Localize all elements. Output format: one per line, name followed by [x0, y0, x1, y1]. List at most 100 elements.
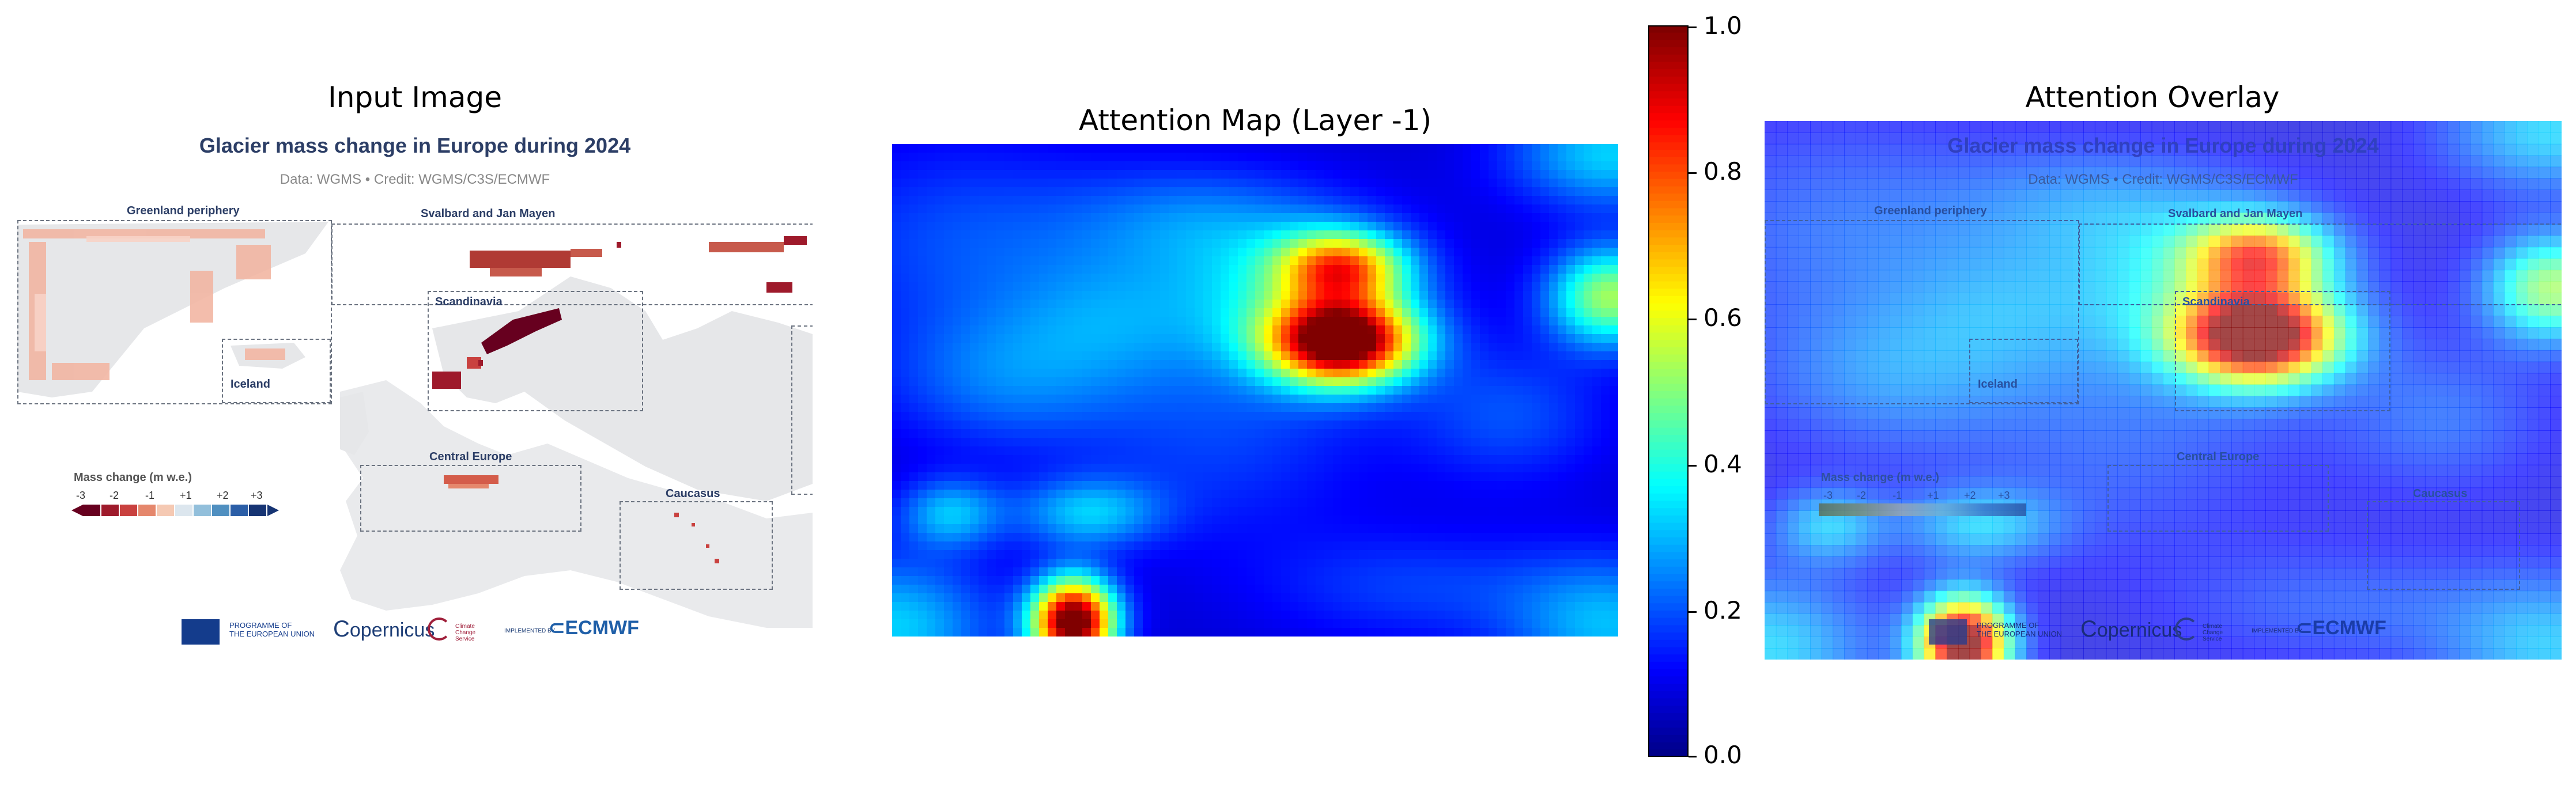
- heatmap-cell: [1030, 490, 1040, 499]
- heatmap-cell: [1238, 222, 1247, 231]
- heatmap-cell: [1013, 498, 1022, 507]
- heatmap-cell: [1074, 239, 1083, 248]
- heatmap-cell: [1290, 550, 1299, 559]
- heatmap-cell: [1298, 559, 1308, 568]
- heatmap-cell: [1601, 213, 1610, 222]
- heatmap-cell: [1480, 239, 1489, 248]
- heatmap-cell: [1169, 179, 1178, 188]
- heatmap-cell: [1497, 611, 1506, 620]
- heatmap-cell: [1437, 187, 1446, 196]
- heatmap-cell: [1393, 369, 1403, 378]
- heatmap-cell: [1100, 611, 1109, 620]
- heatmap-cell: [987, 300, 996, 309]
- heatmap-cell: [1307, 196, 1316, 205]
- heatmap-cell: [987, 611, 996, 620]
- heatmap-cell: [1272, 213, 1282, 222]
- heatmap-cell: [1393, 204, 1403, 214]
- heatmap-cell: [1272, 541, 1282, 551]
- heatmap-cell: [1549, 429, 1558, 438]
- heatmap-cell: [1558, 567, 1567, 577]
- heatmap-cell: [1195, 308, 1204, 317]
- heatmap-cell: [1445, 507, 1455, 516]
- heatmap-cell: [1169, 429, 1178, 438]
- heatmap-cell: [987, 472, 996, 482]
- heatmap-cell: [1316, 429, 1325, 438]
- heatmap-cell: [1255, 403, 1264, 412]
- legend-swatch: [231, 505, 248, 516]
- colorbar-segment: [1648, 684, 1689, 692]
- heatmap-cell: [892, 282, 901, 291]
- heatmap-cell: [1471, 533, 1480, 542]
- heatmap-cell: [1471, 360, 1480, 369]
- heatmap-cell: [1385, 498, 1394, 507]
- heatmap-cell: [1169, 386, 1178, 395]
- heatmap-cell: [1290, 628, 1299, 637]
- heatmap-cell: [987, 369, 996, 378]
- heatmap-cell: [1091, 256, 1100, 266]
- heatmap-cell: [1316, 351, 1325, 361]
- heatmap-cell: [1532, 395, 1541, 404]
- heatmap-cell: [1402, 239, 1411, 248]
- heatmap-cell: [1419, 213, 1429, 222]
- heatmap-cell: [1454, 593, 1463, 603]
- heatmap-cell: [1281, 593, 1290, 603]
- heatmap-cell: [961, 351, 970, 361]
- heatmap-cell: [944, 377, 953, 387]
- heatmap-cell: [961, 248, 970, 257]
- heatmap-cell: [1082, 343, 1091, 352]
- heatmap-cell: [1342, 541, 1351, 551]
- heatmap-cell: [1212, 230, 1221, 240]
- heatmap-cell: [1566, 498, 1576, 507]
- heatmap-cell: [1463, 282, 1472, 291]
- heatmap-cell: [1376, 248, 1385, 257]
- heatmap-cell: [1558, 300, 1567, 309]
- heatmap-cell: [918, 274, 927, 283]
- heatmap-cell: [1411, 585, 1420, 594]
- heatmap-cell: [1402, 438, 1411, 447]
- heatmap-cell: [1532, 377, 1541, 387]
- heatmap-cell: [901, 179, 910, 188]
- heatmap-cell: [1091, 429, 1100, 438]
- heatmap-cell: [1592, 308, 1601, 317]
- heatmap-cell: [1359, 282, 1368, 291]
- heatmap-cell: [1385, 196, 1394, 205]
- heatmap-cell: [1022, 204, 1031, 214]
- heatmap-cell: [1290, 559, 1299, 568]
- heatmap-cell: [1428, 256, 1437, 266]
- heatmap-cell: [1177, 170, 1187, 179]
- attention-map-title: Attention Map (Layer -1): [1078, 104, 1432, 137]
- heatmap-cell: [1151, 360, 1161, 369]
- heatmap-cell: [1169, 567, 1178, 577]
- heatmap-cell: [1540, 170, 1550, 179]
- heatmap-cell: [1030, 334, 1040, 343]
- heatmap-cell: [1186, 585, 1195, 594]
- heatmap-cell: [1056, 187, 1066, 196]
- heatmap-cell: [1100, 403, 1109, 412]
- heatmap-cell: [1471, 438, 1480, 447]
- heatmap-cell: [1480, 490, 1489, 499]
- heatmap-cell: [979, 317, 988, 326]
- heatmap-cell: [1151, 567, 1161, 577]
- heatmap-cell: [1411, 265, 1420, 274]
- heatmap-cell: [1186, 516, 1195, 525]
- heatmap-cell: [1160, 239, 1169, 248]
- heatmap-cell: [1307, 455, 1316, 464]
- heatmap-cell: [1445, 602, 1455, 611]
- heatmap-cell: [961, 377, 970, 387]
- heatmap-cell: [1229, 300, 1238, 309]
- heatmap-cell: [1272, 576, 1282, 585]
- heatmap-cell: [1091, 602, 1100, 611]
- heatmap-cell: [1601, 300, 1610, 309]
- heatmap-cell: [1134, 541, 1143, 551]
- heatmap-cell: [1523, 369, 1532, 378]
- heatmap-cell: [1385, 464, 1394, 473]
- heatmap-cell: [1082, 472, 1091, 482]
- heatmap-cell: [1022, 256, 1031, 266]
- heatmap-cell: [1610, 179, 1618, 188]
- heatmap-cell: [1549, 498, 1558, 507]
- heatmap-cell: [1177, 204, 1187, 214]
- heatmap-cell: [1255, 498, 1264, 507]
- heatmap-cell: [1255, 274, 1264, 283]
- heatmap-cell: [1445, 403, 1455, 412]
- heatmap-cell: [1489, 593, 1498, 603]
